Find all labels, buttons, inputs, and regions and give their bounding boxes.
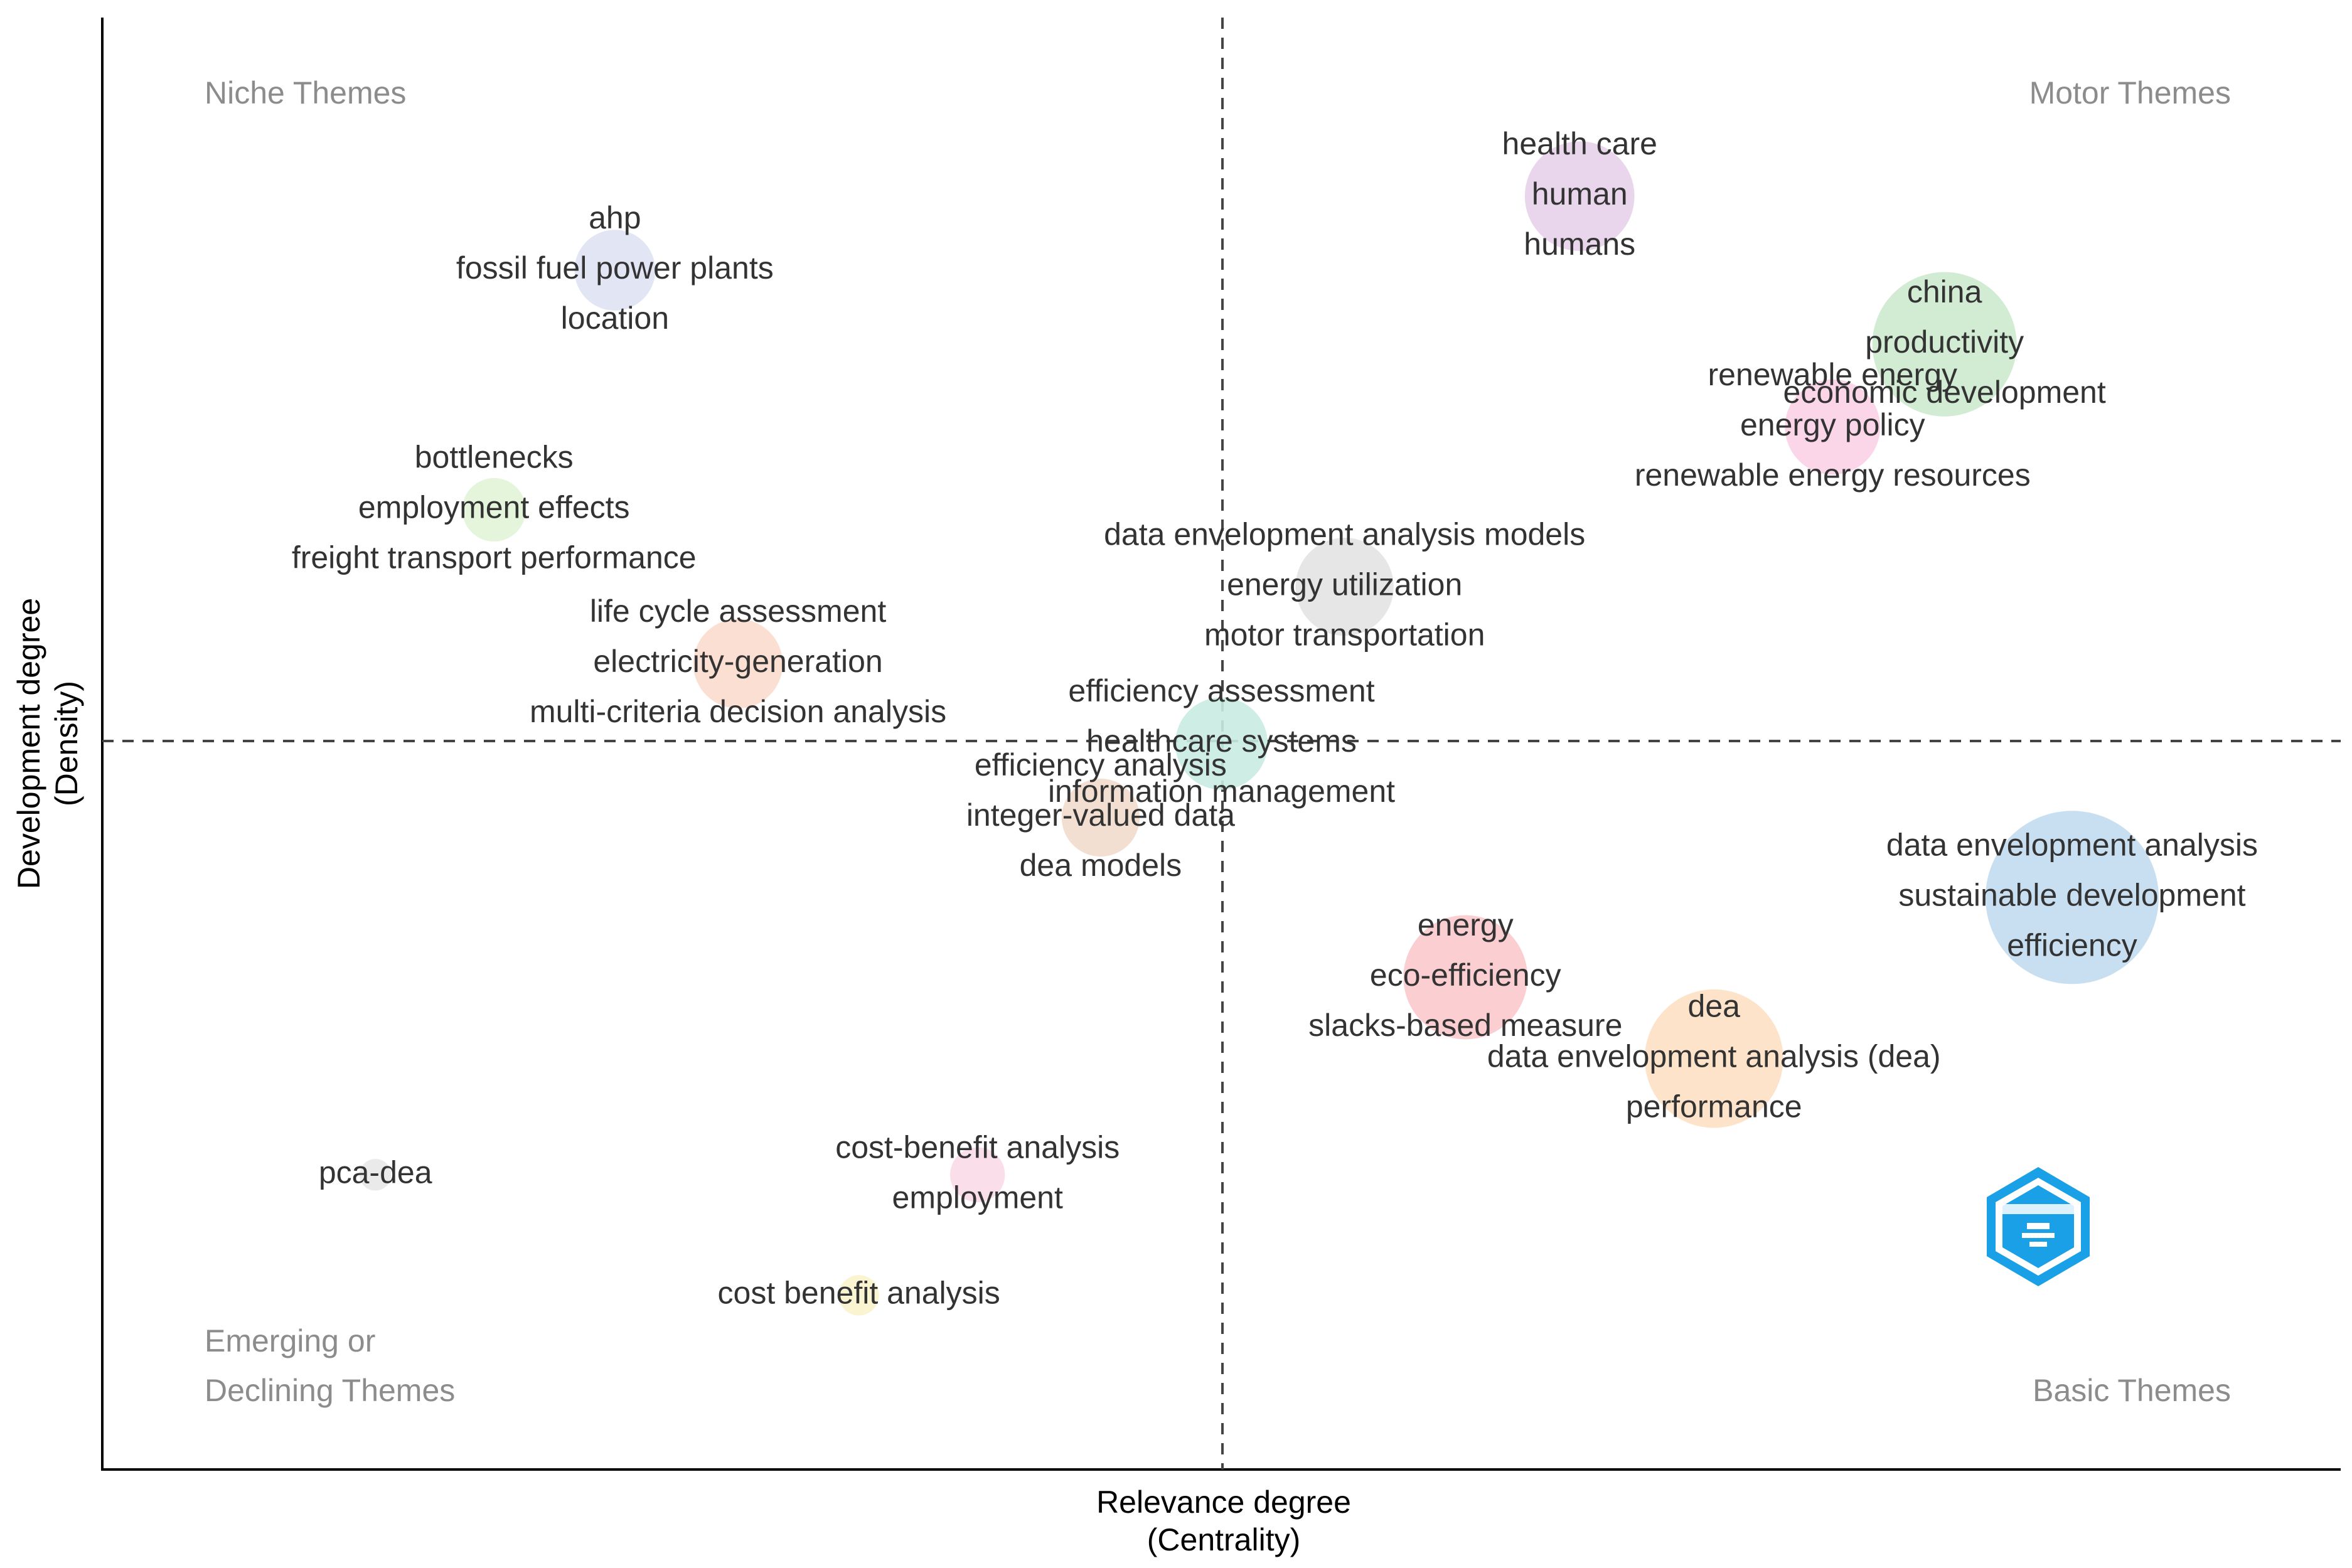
logo-figure-icon [2022, 1223, 2055, 1247]
cluster-bubble [1872, 272, 2017, 417]
cluster-bubble [1061, 778, 1140, 857]
quadrant-emerging-text-line1: Emerging or [205, 1323, 375, 1358]
cluster-bubble [838, 1275, 879, 1316]
quadrant-label-basic: Basic Themes [2033, 1373, 2231, 1408]
cluster-keyword-label: data envelopment analysis models [1104, 516, 1585, 552]
x-axis-title-line2: (Centrality) [1147, 1522, 1300, 1557]
cluster-keyword-label: productivity [1865, 324, 2024, 360]
cluster-bubble [693, 619, 783, 709]
y-axis-title-line1: Development degree [11, 598, 46, 889]
cluster-keyword-label: efficiency assessment [1068, 673, 1374, 708]
cluster-bubble [1175, 697, 1268, 790]
cluster-keyword-label: energy policy [1740, 407, 1925, 442]
cluster-keyword-label: employment [892, 1180, 1063, 1215]
cluster-keyword-label: performance [1626, 1089, 1802, 1124]
x-axis-title: Relevance degree(Centrality) [1096, 1485, 1351, 1557]
quadrant-label-niche: Niche Themes [205, 75, 406, 110]
y-axis-title: Development degree (Density) [11, 598, 84, 889]
cluster-labels: ahp fossil fuel power plants location bottl… [292, 126, 2258, 1311]
cluster-keyword-label: efficiency [2007, 927, 2137, 963]
cluster-keyword-label: renewable energy [1708, 357, 1958, 392]
cluster-keyword-label: fossil fuel power plants [456, 250, 774, 285]
cluster-keyword-label: freight transport performance [292, 540, 697, 575]
cluster-keyword-label: multi-criteria decision analysis [530, 694, 946, 729]
cluster-keyword-label: life cycle assessment [590, 594, 886, 629]
cluster-keyword-label: location [561, 301, 669, 336]
cluster-bubble [574, 230, 656, 311]
cluster-keyword-label: human [1532, 176, 1628, 211]
cluster-bubbles [359, 141, 2159, 1316]
cluster-keyword-label: renewable energy resources [1635, 457, 2031, 493]
quadrant-emerging-text-line2: Declining Themes [205, 1373, 455, 1408]
quadrant-label-emerging: Emerging or Declining Themes [205, 1323, 455, 1408]
cluster-keyword-label: cost benefit analysis [718, 1276, 1000, 1311]
cluster-keyword-label: sustainable development [1898, 877, 2245, 912]
x-axis-title-line1: Relevance degree [1096, 1485, 1351, 1520]
cluster-bubble [1644, 989, 1783, 1128]
quadrant-basic-text: Basic Themes [2033, 1373, 2231, 1408]
cluster-keyword-label: healthcare systems [1086, 723, 1357, 759]
cluster-keyword-label: slacks-based measure [1308, 1008, 1622, 1043]
cluster-keyword-label: energy utilization [1227, 567, 1462, 602]
cluster-bubble [1785, 379, 1881, 475]
cluster-bubble [1985, 811, 2159, 984]
cluster-keyword-label: bottlenecks [415, 440, 574, 475]
bibliometrix-logo [1987, 1167, 2090, 1286]
cluster-keyword-label: data envelopment analysis [1886, 827, 2258, 862]
quadrant-label-motor: Motor Themes [2029, 75, 2231, 110]
cluster-keyword-label: humans [1524, 227, 1635, 262]
cluster-bubble [1403, 915, 1528, 1040]
cluster-keyword-label: employment effects [358, 490, 630, 525]
cluster-bubble [949, 1147, 1005, 1202]
cluster-bubble [1524, 141, 1635, 252]
cluster-keyword-label: ahp [589, 200, 641, 235]
cluster-keyword-label: data envelopment analysis (dea) [1487, 1038, 1941, 1074]
y-axis-title-line2: (Density) [49, 681, 84, 806]
cluster-keyword-label: integer-valued data [966, 797, 1235, 833]
cluster-keyword-label: efficiency analysis [975, 747, 1227, 782]
cluster-keyword-label: dea models [1020, 848, 1182, 883]
cluster-keyword-label: economic development [1783, 375, 2106, 410]
logo-banner [2001, 1204, 2076, 1214]
cluster-keyword-label: information management [1048, 774, 1395, 809]
cluster-keyword-label: eco-efficiency [1370, 957, 1561, 993]
cluster-bubble [359, 1158, 392, 1191]
cluster-keyword-label: health care [1502, 126, 1657, 161]
cluster-keyword-label: motor transportation [1204, 617, 1485, 652]
cluster-bubble [462, 477, 526, 542]
cluster-bubble [1295, 537, 1394, 636]
cluster-keyword-label: china [1907, 274, 1982, 309]
cluster-keyword-label: pca-dea [319, 1155, 432, 1190]
quadrant-motor-text: Motor Themes [2029, 75, 2231, 110]
cluster-keyword-label: cost-benefit analysis [835, 1129, 1120, 1165]
cluster-keyword-label: electricity-generation [593, 644, 882, 679]
quadrant-niche-text: Niche Themes [205, 75, 406, 110]
cluster-keyword-label: energy [1418, 907, 1514, 942]
cluster-keyword-label: dea [1688, 988, 1741, 1023]
